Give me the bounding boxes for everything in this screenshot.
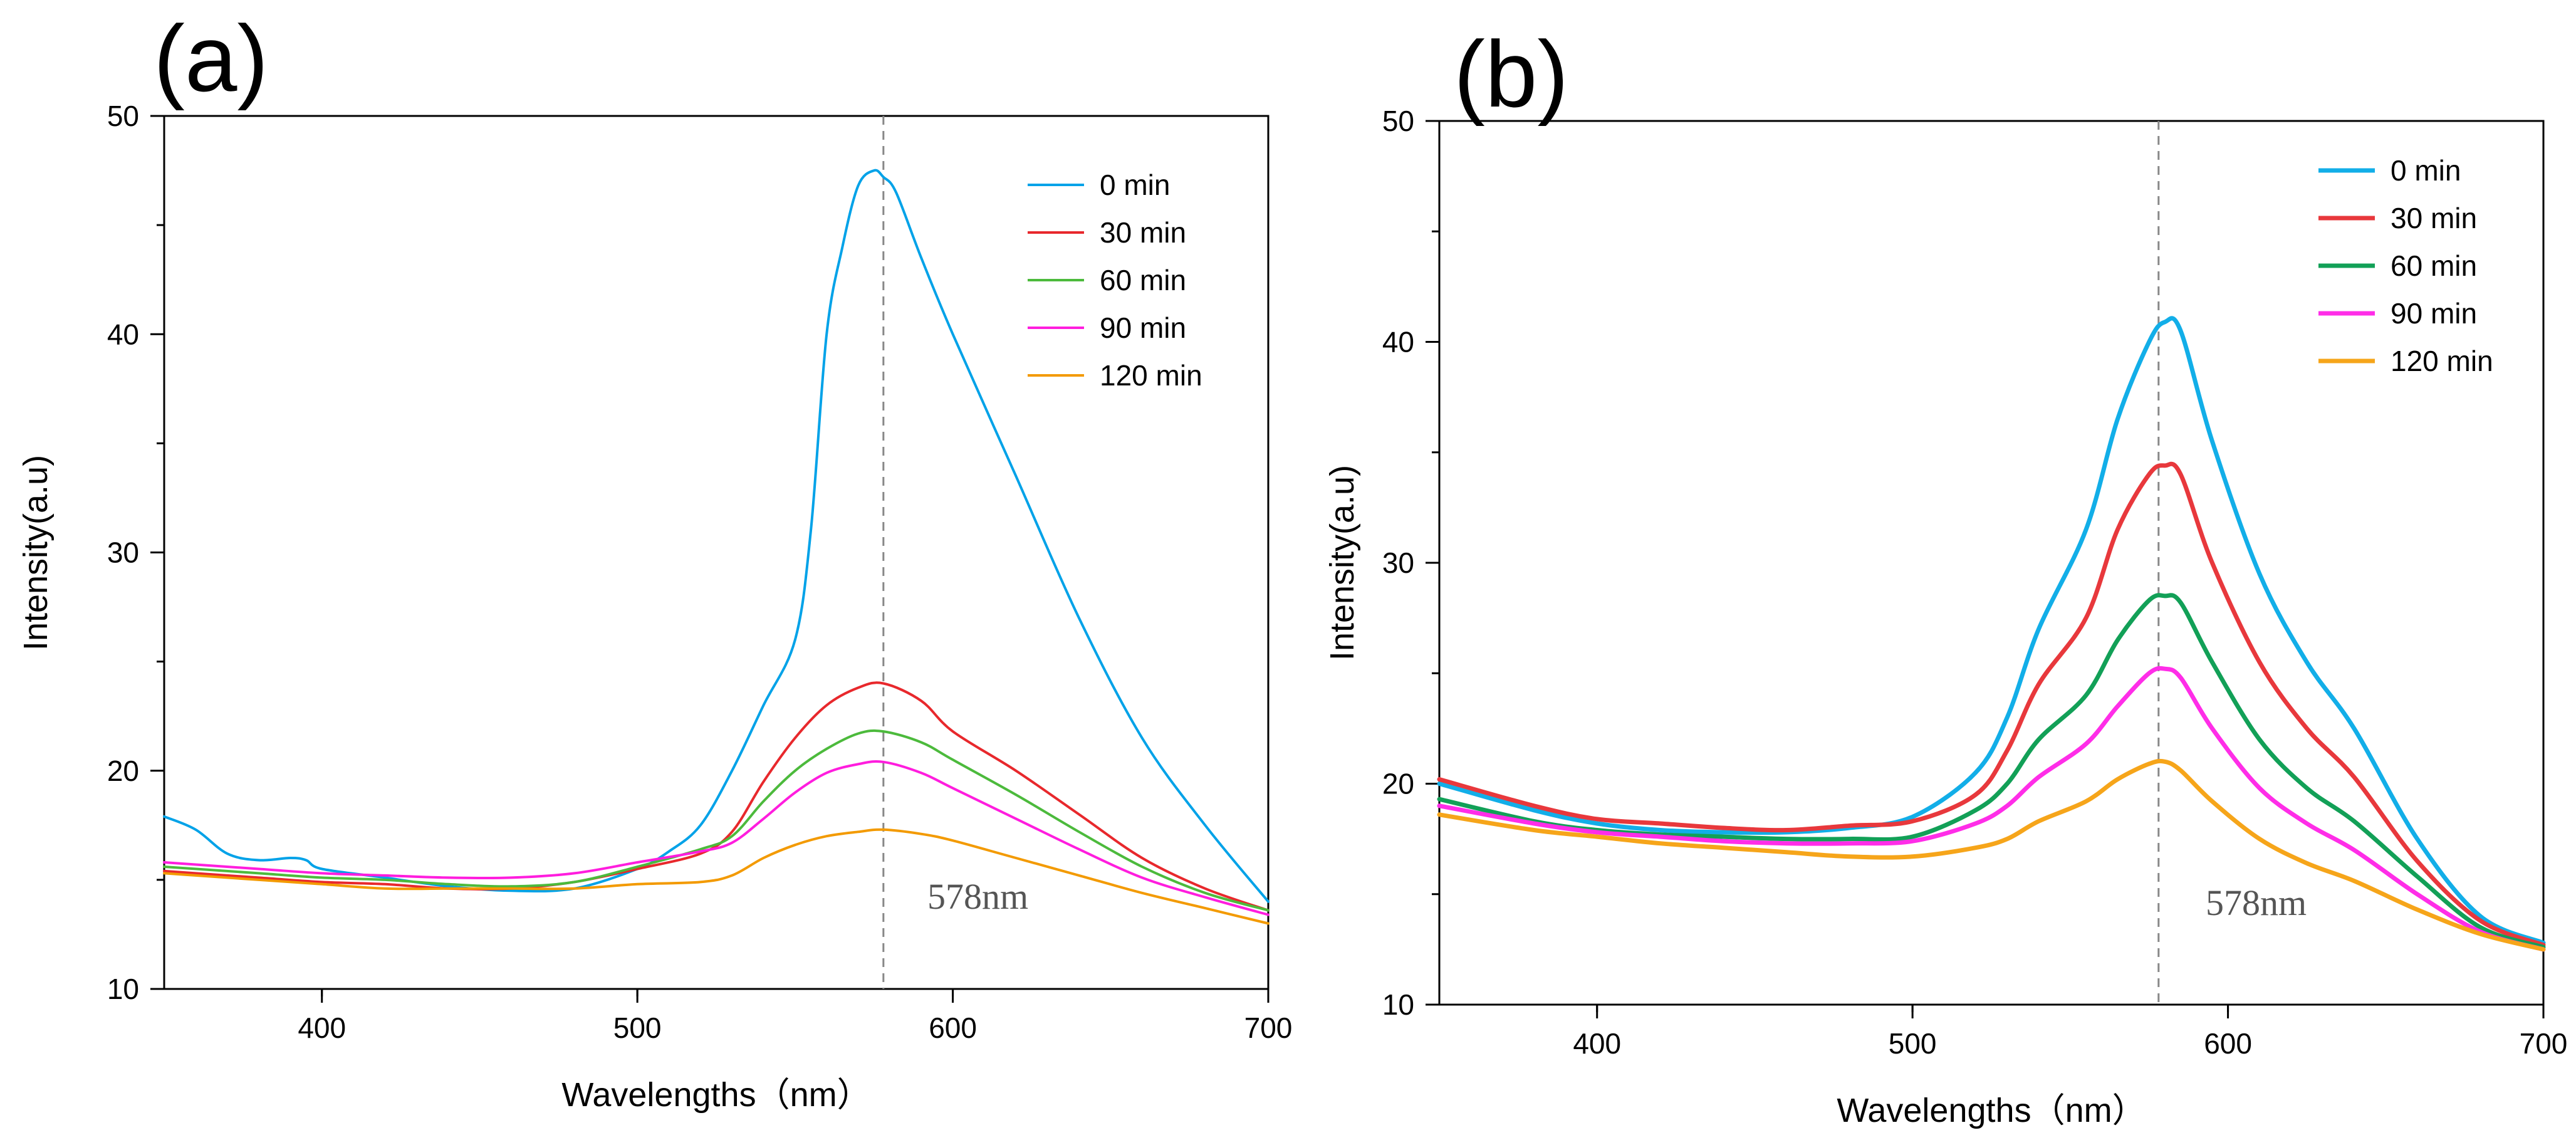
panel-a-tick-labels: 400 500 600 700 10 20 30 40 50: [107, 100, 1293, 1044]
panel-a-legend-label: 0 min: [1100, 169, 1170, 201]
panel-b-legend: 0 min 30 min 60 min 90 min 120 min: [2318, 154, 2493, 377]
panel-a-y-tick-label: 30: [107, 536, 139, 569]
panel-b-ticks: [1426, 120, 2545, 1018]
panel-a-series-30-min: [163, 681, 1270, 912]
panel-b-series-60-min: [1437, 593, 2546, 949]
panel-a-x-tick-label: 500: [613, 1012, 662, 1044]
panel-b-y-tick-label: 20: [1382, 768, 1414, 800]
panel-b-legend-label: 90 min: [2391, 297, 2477, 330]
panel-a-series-90-min: [163, 760, 1270, 916]
panel-a-peak-annotation: 578nm: [927, 876, 1028, 917]
panel-b-series: [1437, 316, 2546, 952]
panel-b-label: (b): [1454, 21, 1568, 127]
panel-a-x-tick-label: 400: [298, 1012, 346, 1044]
panel-a-series-0-min: [163, 169, 1270, 903]
panel-b-x-tick-label: 600: [2204, 1027, 2252, 1060]
panel-b-x-tick-label: 500: [1889, 1027, 1937, 1060]
panel-b-series-90-min: [1437, 666, 2546, 952]
panel-b-x-tick-label: 700: [2520, 1027, 2568, 1060]
panel-a-series-120-min: [163, 828, 1270, 925]
panel-a-y-axis-title: Intensity(a.u): [17, 455, 55, 651]
panel-b-x-axis-title: Wavelengths（nm）: [1837, 1092, 2146, 1129]
panel-b-x-tick-label: 400: [1573, 1027, 1621, 1060]
panel-b-tick-labels: 400 500 600 700 10 20 30 40 50: [1382, 105, 2568, 1060]
panel-a-y-tick-label: 10: [107, 973, 139, 1005]
panel-b-peak-annotation: 578nm: [2206, 882, 2307, 923]
panel-b-plot-frame: [1438, 120, 2545, 1006]
panel-a-legend: 0 min 30 min 60 min 90 min 120 min: [1028, 169, 1202, 392]
panel-a-y-tick-label: 20: [107, 755, 139, 787]
panel-b-series-30-min: [1437, 461, 2546, 948]
panel-a-legend-label: 120 min: [1100, 359, 1202, 392]
panel-a-legend-label: 60 min: [1100, 264, 1186, 296]
panel-a-series: [163, 169, 1270, 925]
panel-b-legend-label: 60 min: [2391, 249, 2477, 282]
panel-a-x-axis-title: Wavelengths（nm）: [561, 1076, 870, 1114]
panel-b-legend-label: 120 min: [2391, 345, 2493, 377]
panel-b-series-120-min: [1437, 758, 2546, 952]
panel-b-y-tick-label: 10: [1382, 988, 1414, 1021]
panel-a-x-tick-label: 700: [1244, 1012, 1293, 1044]
panel-a-ticks: [150, 115, 1270, 1003]
panel-a-legend-label: 30 min: [1100, 216, 1186, 249]
panel-b-legend-label: 0 min: [2391, 154, 2461, 187]
panel-a-legend-label: 90 min: [1100, 311, 1186, 344]
panel-a-label: (a): [154, 6, 268, 111]
panel-b-y-tick-label: 50: [1382, 105, 1414, 137]
panel-b: (b) 400 500 600 700 10 20 30 40 50 578nm 0 min 30…: [1323, 21, 2567, 1129]
panel-b-y-tick-label: 30: [1382, 546, 1414, 579]
panel-b-legend-label: 30 min: [2391, 202, 2477, 234]
panel-a-y-tick-label: 40: [107, 318, 139, 350]
panel-a-series-60-min: [163, 729, 1270, 912]
panel-b-y-tick-label: 40: [1382, 326, 1414, 358]
panel-a-x-tick-label: 600: [929, 1012, 977, 1044]
panel-a: (a) 400 500 600 700 10 20 30 40 50 578nm 0 min 30…: [17, 6, 1292, 1114]
panel-b-y-axis-title: Intensity(a.u): [1323, 465, 1361, 661]
panel-b-series-0-min: [1437, 316, 2546, 945]
panel-a-y-tick-label: 50: [107, 100, 139, 132]
